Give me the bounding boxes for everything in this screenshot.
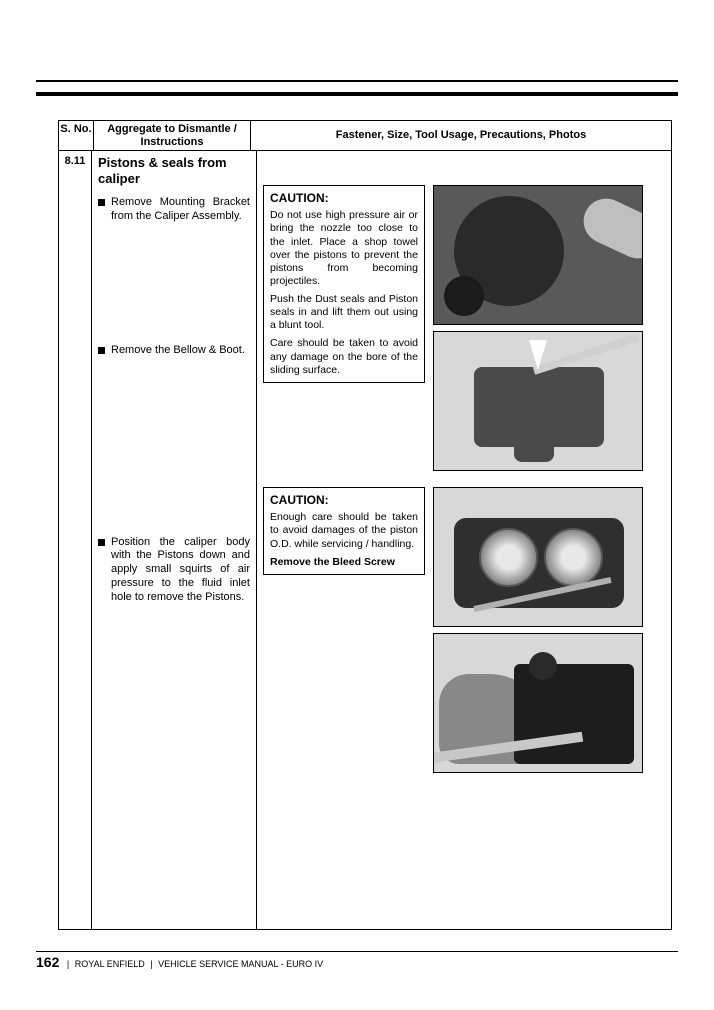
th-serial-no: S. No. — [59, 121, 94, 150]
content-table: S. No. Aggregate to Dismantle / Instruct… — [58, 120, 672, 930]
footer-separator: | — [150, 959, 152, 969]
bullet-icon — [98, 539, 105, 546]
section-title: Pistons & seals from caliper — [98, 155, 250, 186]
instruction-text: Remove the Bellow & Boot. — [111, 344, 245, 358]
instruction-item: Position the caliper body with the Pisto… — [98, 536, 250, 605]
caution-text: Enough care should be taken to avoid dam… — [270, 511, 418, 550]
caution-box-2: CAUTION: Enough care should be taken to … — [263, 487, 425, 575]
caution-title: CAUTION: — [270, 191, 418, 206]
instruction-text: Remove Mounting Bracket from the Caliper… — [111, 196, 250, 224]
cell-fastener-photos: CAUTION: Do not use high pressure air or… — [257, 151, 671, 929]
table-header-row: S. No. Aggregate to Dismantle / Instruct… — [59, 121, 671, 151]
instruction-text: Position the caliper body with the Pisto… — [111, 536, 250, 605]
caution-text: Care should be taken to avoid any damage… — [270, 337, 418, 376]
caution-text: Do not use high pressure air or bring th… — [270, 209, 418, 288]
cell-instructions: Pistons & seals from caliper Remove Moun… — [92, 151, 257, 929]
th-instructions: Aggregate to Dismantle / Instructions — [94, 121, 251, 150]
spacer — [98, 364, 250, 536]
instruction-item: Remove the Bellow & Boot. — [98, 344, 250, 358]
spacer — [98, 230, 250, 344]
photo-stack — [433, 487, 643, 773]
caution-box-1: CAUTION: Do not use high pressure air or… — [263, 185, 425, 383]
manual-page: S. No. Aggregate to Dismantle / Instruct… — [0, 0, 714, 1010]
photo-seal-removal — [433, 185, 643, 325]
spacer — [263, 157, 665, 185]
caution-title: CAUTION: — [270, 493, 418, 508]
header-rule — [36, 80, 678, 96]
th-fastener: Fastener, Size, Tool Usage, Precautions,… — [251, 121, 671, 150]
bullet-icon — [98, 347, 105, 354]
footer-brand: ROYAL ENFIELD — [75, 959, 145, 969]
instruction-item: Remove Mounting Bracket from the Caliper… — [98, 196, 250, 224]
caution-text: Remove the Bleed Screw — [270, 556, 418, 569]
page-footer: 162 | ROYAL ENFIELD | VEHICLE SERVICE MA… — [36, 951, 678, 970]
cell-section-number: 8.11 — [59, 151, 92, 929]
table-body-row: 8.11 Pistons & seals from caliper Remove… — [59, 151, 671, 929]
page-number: 162 — [36, 954, 59, 970]
photo-piston-bores — [433, 487, 643, 627]
footer-separator: | — [67, 959, 69, 969]
bullet-icon — [98, 199, 105, 206]
caution-photo-row: CAUTION: Enough care should be taken to … — [263, 487, 665, 773]
photo-stack — [433, 185, 643, 471]
caution-text: Push the Dust seals and Piston seals in … — [270, 293, 418, 332]
spacer — [263, 471, 665, 487]
photo-caliper-tool — [433, 331, 643, 471]
caution-photo-row: CAUTION: Do not use high pressure air or… — [263, 185, 665, 471]
footer-doc-title: VEHICLE SERVICE MANUAL - EURO IV — [158, 959, 323, 969]
photo-bleed-screw — [433, 633, 643, 773]
